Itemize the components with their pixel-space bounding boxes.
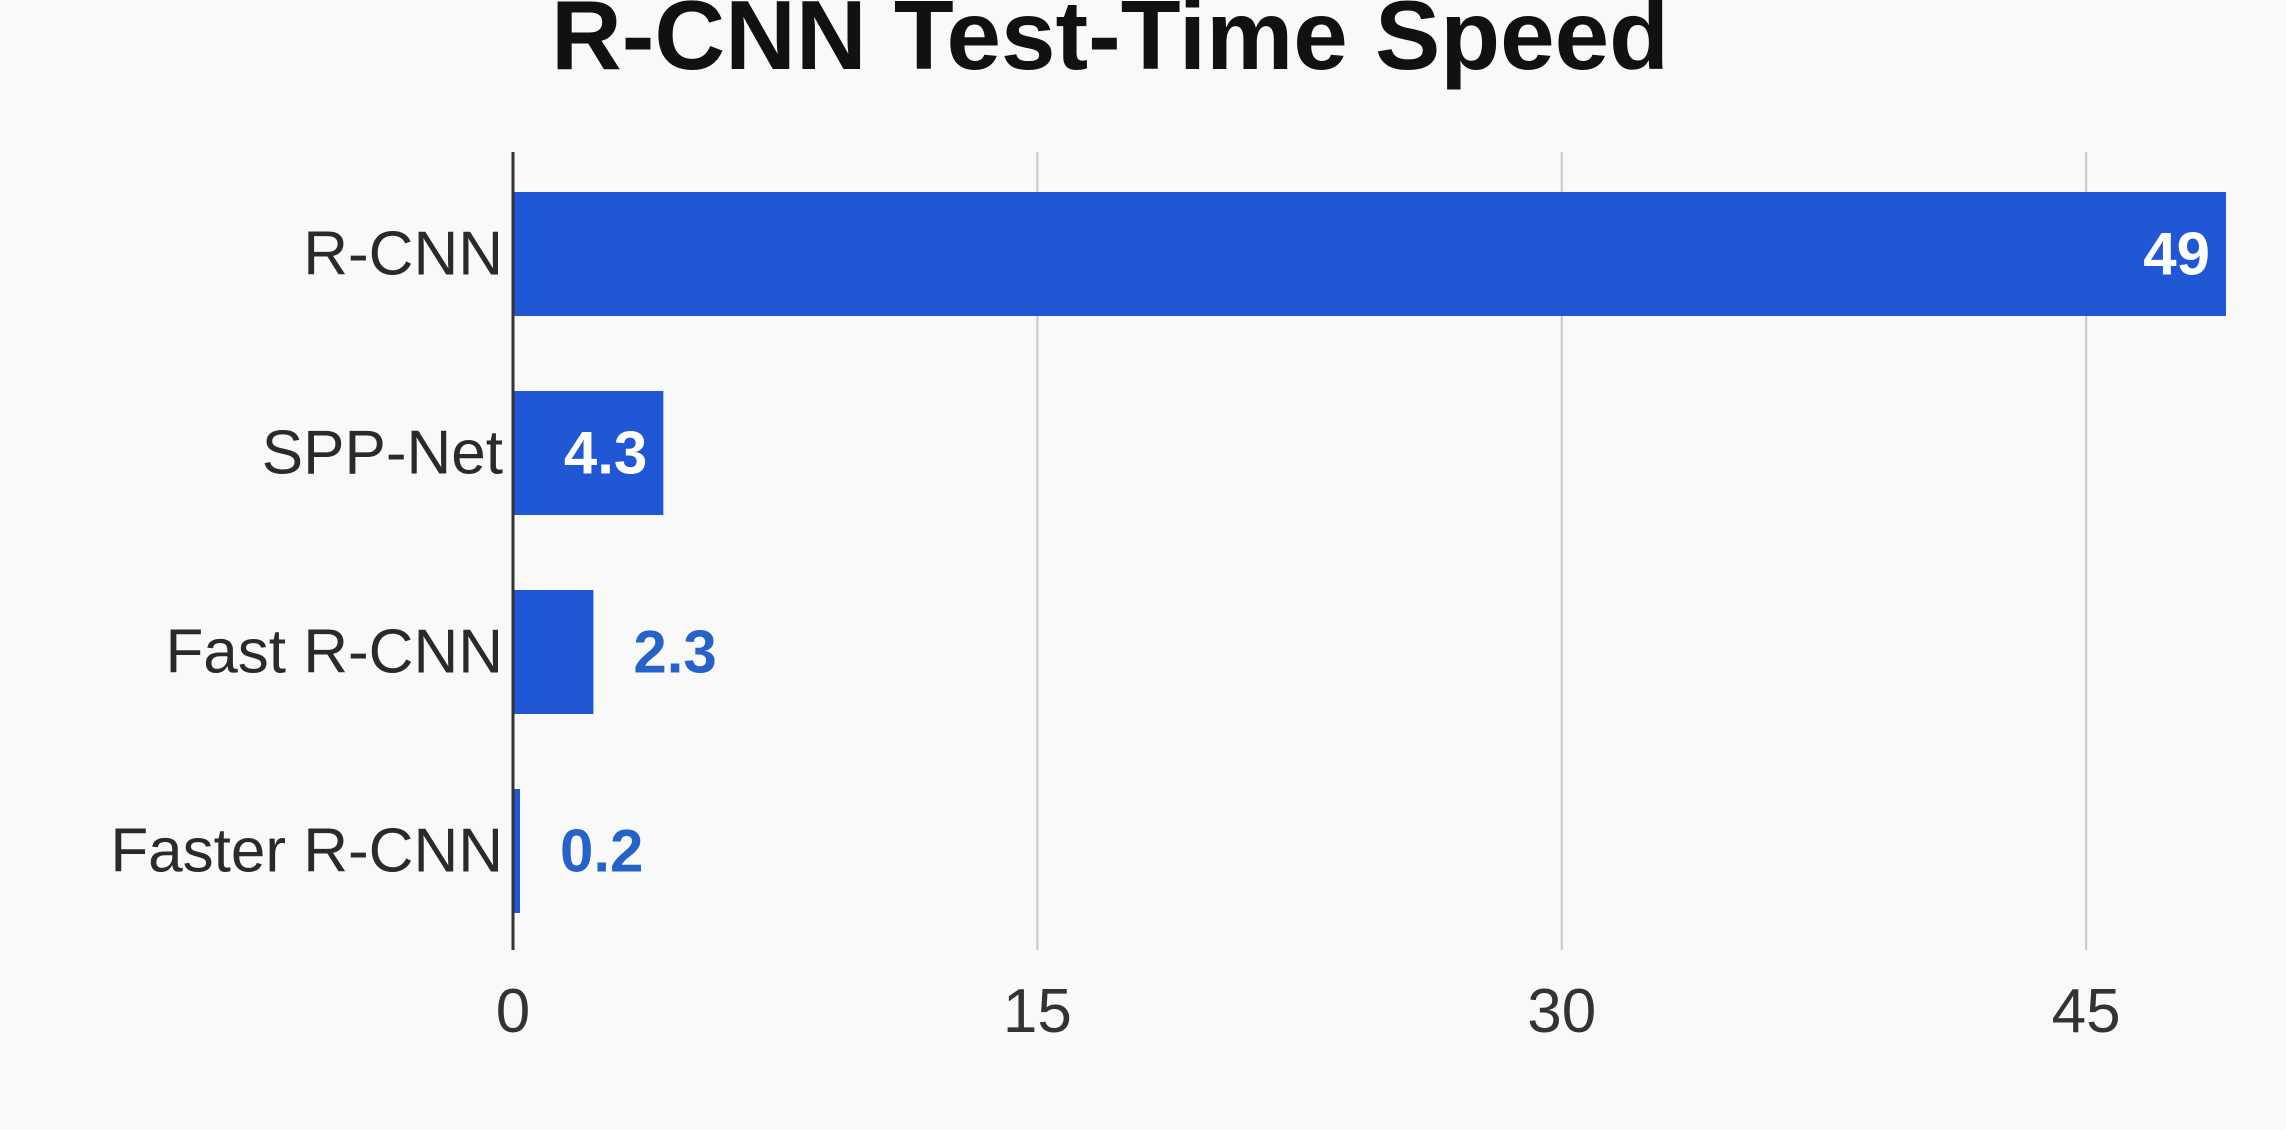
bar-fast-r-cnn [513,590,594,714]
bar-faster-r-cnn [513,789,520,913]
x-tick-label-30: 30 [1527,977,1596,1046]
x-tick-label-15: 15 [1003,977,1072,1046]
data-label-r-cnn: 49 [2143,221,2210,288]
x-tick-label-45: 45 [2052,977,2121,1046]
data-label-fast-r-cnn: 2.3 [633,619,716,686]
data-label-faster-r-cnn: 0.2 [560,818,643,885]
category-label-spp-net: SPP-Net [262,419,503,488]
bar-r-cnn [513,192,2226,316]
category-label-faster-r-cnn: Faster R-CNN [110,817,503,886]
category-label-r-cnn: R-CNN [303,220,503,289]
category-label-fast-r-cnn: Fast R-CNN [165,618,503,687]
chart-title: R-CNN Test-Time Speed [550,0,1670,90]
bar-spp-net [513,391,664,515]
data-label-spp-net: 4.3 [564,420,647,487]
x-tick-label-0: 0 [496,977,530,1046]
